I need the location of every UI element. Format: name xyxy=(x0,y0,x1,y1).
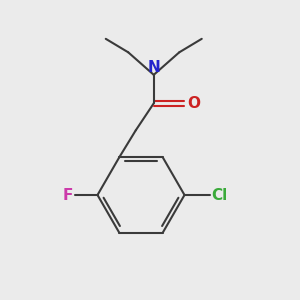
Text: O: O xyxy=(187,96,200,111)
Text: F: F xyxy=(63,188,74,202)
Text: Cl: Cl xyxy=(212,188,228,202)
Text: N: N xyxy=(147,60,160,75)
